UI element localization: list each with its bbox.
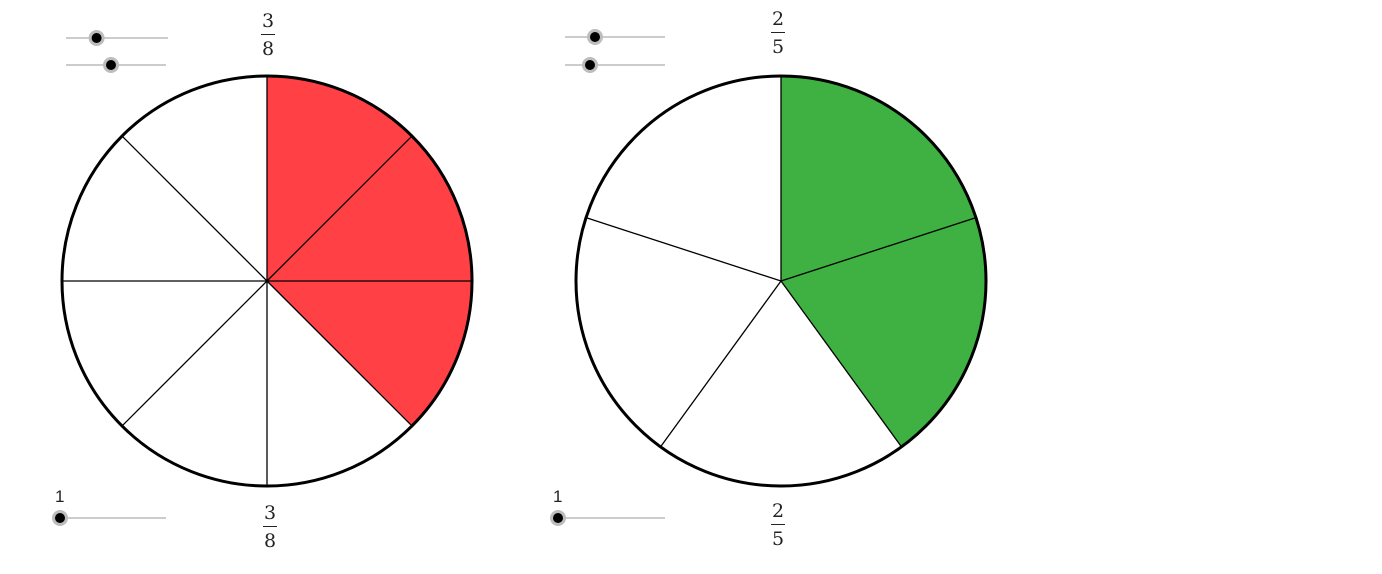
slider-handle[interactable]	[590, 32, 600, 42]
slider-handle[interactable]	[55, 513, 65, 523]
fraction-denominator: 5	[771, 36, 785, 59]
slider-handle[interactable]	[553, 513, 563, 523]
fraction-numerator: 2	[771, 8, 785, 30]
fraction-bar	[771, 32, 785, 34]
fraction-denominator: 8	[263, 530, 277, 553]
sector-divider	[266, 135, 413, 282]
slider-group-left	[52, 30, 168, 526]
sector-divider	[121, 135, 268, 282]
fraction-bar	[261, 34, 275, 36]
fraction-bottom-left: 3 8	[250, 502, 290, 552]
slider-group-right	[550, 29, 665, 526]
fraction-bottom-right: 2 5	[758, 500, 798, 550]
pie-fifths	[574, 74, 988, 488]
fraction-top-left: 3 8	[248, 10, 288, 60]
slider-handle[interactable]	[106, 60, 116, 70]
shaded-sector	[267, 136, 472, 281]
fraction-numerator: 3	[261, 10, 275, 32]
slider-handle[interactable]	[91, 33, 102, 43]
shaded-sector	[781, 217, 987, 447]
fraction-denominator: 5	[771, 528, 785, 551]
pie-eighths	[60, 74, 474, 488]
sector-divider	[585, 217, 782, 282]
sector-divider	[121, 280, 268, 427]
fraction-numerator: 3	[263, 502, 277, 524]
pie-outline	[574, 74, 988, 488]
shaded-sector	[267, 76, 412, 281]
fraction-top-right: 2 5	[758, 8, 798, 58]
slider-value-label-left: 1	[55, 487, 65, 506]
fraction-denominator: 8	[261, 38, 275, 61]
sector-divider	[266, 280, 413, 427]
fraction-bar	[771, 524, 785, 526]
shaded-sector	[781, 76, 976, 281]
shaded-sector	[267, 281, 472, 426]
pie-outline	[60, 74, 474, 488]
sector-divider	[659, 280, 782, 448]
fraction-bar	[263, 526, 277, 528]
slider-value-label-right: 1	[553, 487, 563, 506]
sector-divider	[780, 217, 977, 282]
fraction-numerator: 2	[771, 500, 785, 522]
sector-divider	[780, 280, 903, 448]
slider-handle[interactable]	[585, 60, 595, 70]
